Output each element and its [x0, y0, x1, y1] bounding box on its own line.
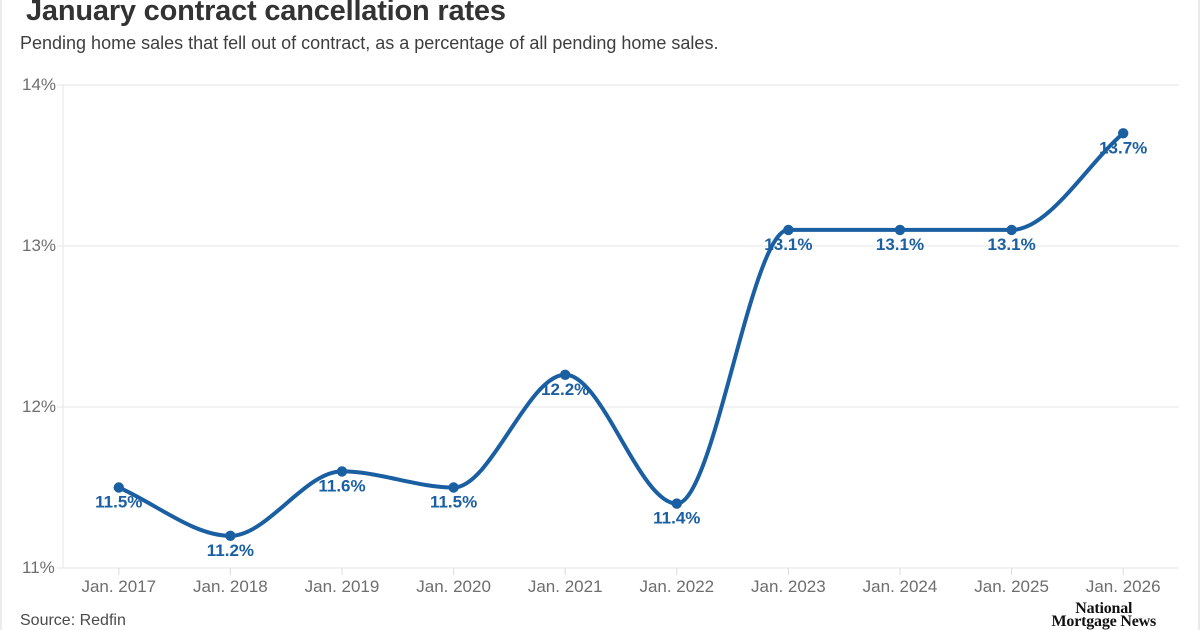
data-point [783, 224, 794, 236]
data-point-label: 13.7% [1099, 138, 1147, 157]
data-point [671, 498, 682, 509]
chart-subtitle: Pending home sales that fell out of cont… [20, 33, 719, 53]
x-axis-tick-label: Jan. 2021 [528, 577, 603, 596]
x-axis-tick-label: Jan. 2024 [863, 577, 938, 596]
x-axis-tick-label: Jan. 2020 [416, 577, 491, 596]
y-axis-tick-label: 12% [22, 397, 56, 416]
data-point [113, 482, 125, 493]
x-axis-tick-label: Jan. 2025 [974, 577, 1049, 596]
data-point [336, 466, 348, 477]
x-axis-tick-label: Jan. 2019 [305, 577, 380, 596]
publisher-logo-line2: Mortgage News [1051, 613, 1157, 630]
chart-title: January contract cancellation rates [26, 0, 506, 27]
publisher-logo: National Mortgage News [1051, 600, 1157, 630]
data-point-label: 13.1% [987, 235, 1035, 254]
x-axis-tick-label: Jan. 2026 [1086, 577, 1161, 596]
line-series [116, 131, 1126, 538]
y-axis-tick-label: 13% [22, 236, 56, 255]
data-point-label: 11.2% [207, 541, 254, 560]
data-point [1006, 224, 1017, 236]
data-point-label: 11.5% [430, 493, 477, 512]
data-point-label: 12.2% [541, 380, 589, 399]
data-point-label: 11.4% [653, 509, 700, 528]
x-axis-tick-label: Jan. 2017 [81, 577, 156, 596]
data-point-label: 13.1% [876, 235, 924, 254]
data-point [225, 530, 236, 541]
source-note: Source: Redfin [20, 612, 126, 629]
data-point-label: 13.1% [764, 235, 812, 254]
data-point [560, 369, 571, 380]
data-point-label: 11.6% [318, 476, 365, 495]
publisher-logo-line1: National [1075, 600, 1133, 617]
x-axis-tick-label: Jan. 2023 [751, 577, 826, 596]
data-point-label: 11.5% [95, 493, 142, 512]
y-axis-tick-label: 11% [22, 558, 55, 577]
data-point [448, 482, 459, 493]
x-axis-tick-label: Jan. 2018 [193, 577, 268, 596]
data-point [1118, 128, 1129, 139]
data-point [894, 224, 906, 236]
x-axis-tick-label: Jan. 2022 [639, 577, 714, 596]
y-axis-tick-label: 14% [22, 75, 56, 94]
